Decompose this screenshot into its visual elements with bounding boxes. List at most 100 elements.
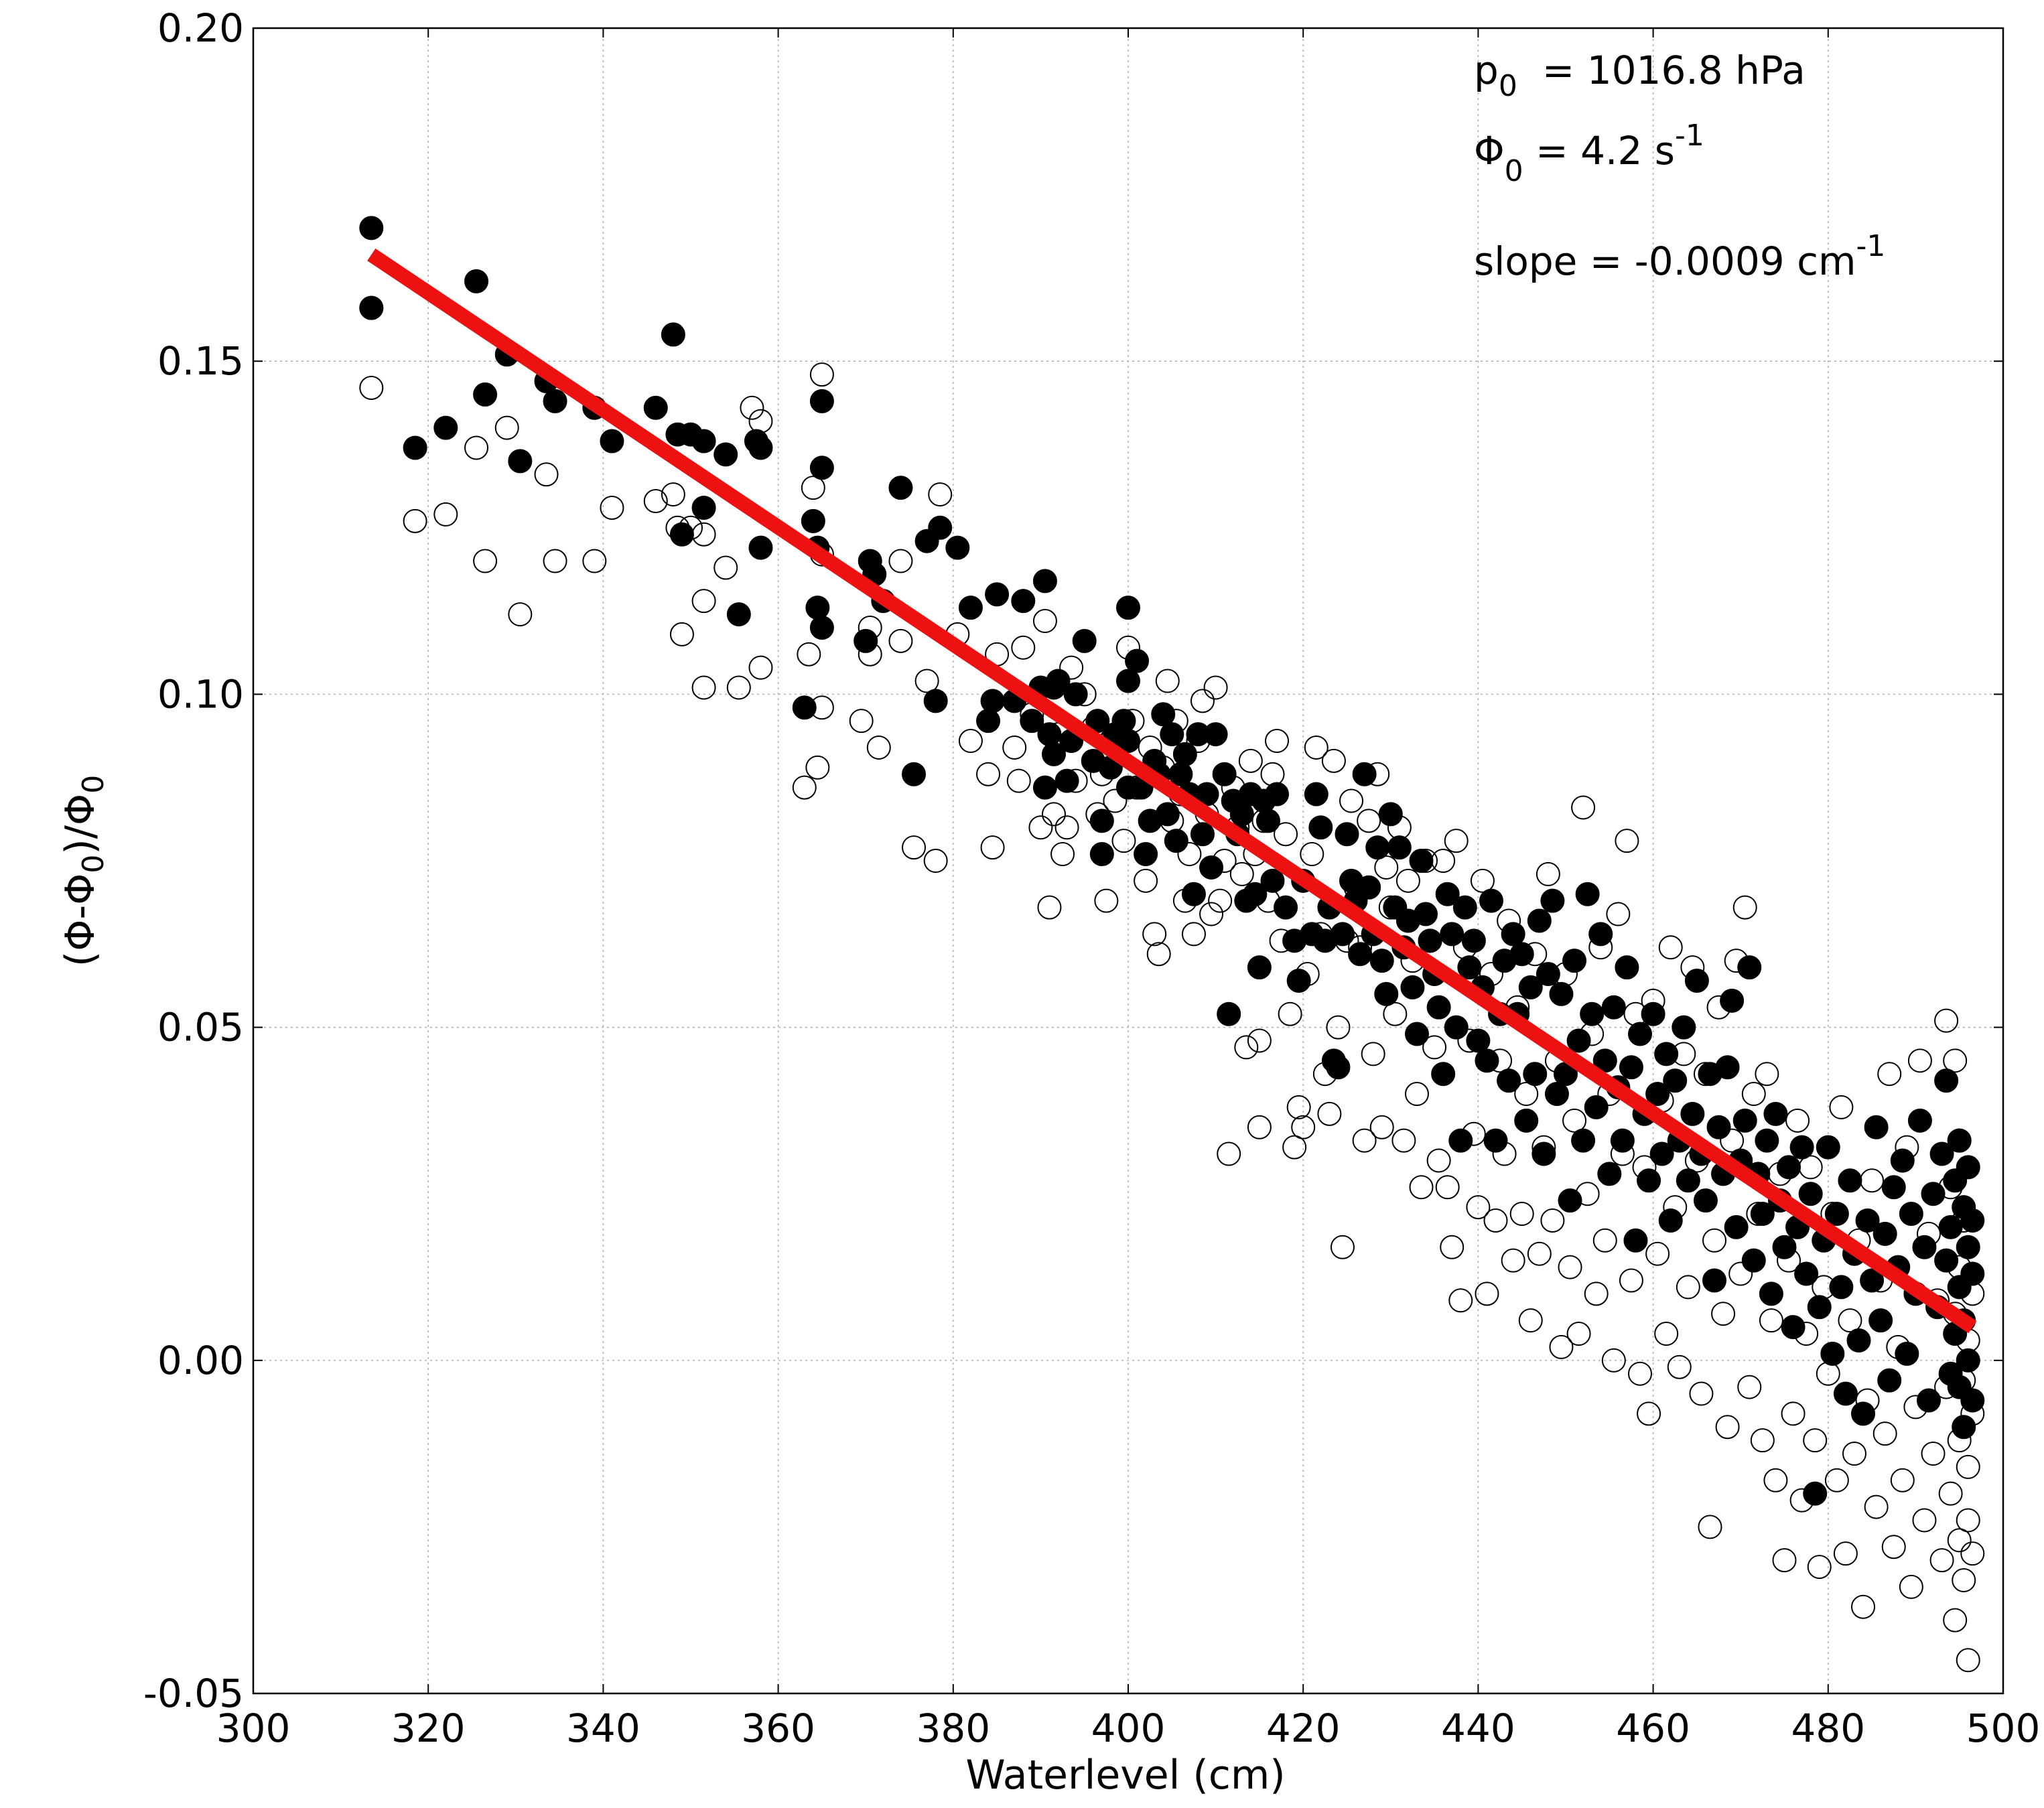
- filled-data-point: [508, 449, 533, 474]
- open-data-point: [1483, 1208, 1508, 1233]
- filled-data-point: [1514, 1108, 1539, 1133]
- open-data-point: [976, 762, 1001, 786]
- filled-data-point: [1615, 955, 1639, 980]
- open-data-point: [1002, 735, 1027, 760]
- filled-data-point: [1440, 922, 1464, 947]
- y-label-phi: Φ: [57, 920, 104, 951]
- filled-data-point: [1921, 1182, 1946, 1206]
- filled-data-point: [801, 508, 825, 533]
- open-data-point: [1741, 1082, 1766, 1107]
- open-data-point: [923, 849, 948, 873]
- open-data-point: [1592, 1228, 1617, 1253]
- open-data-point: [1203, 675, 1228, 700]
- filled-data-point: [748, 435, 773, 460]
- filled-data-point: [1912, 1235, 1937, 1259]
- filled-data-point: [1134, 842, 1158, 867]
- filled-data-point: [1654, 1042, 1679, 1066]
- open-data-point: [1448, 1288, 1473, 1313]
- filled-data-point: [403, 435, 427, 460]
- open-data-point: [1435, 1175, 1460, 1200]
- open-data-point: [1470, 868, 1495, 893]
- filled-data-point: [643, 395, 668, 420]
- filled-data-point: [1475, 1048, 1499, 1073]
- filled-data-point: [1164, 829, 1188, 853]
- open-data-point: [1877, 1062, 1902, 1087]
- filled-data-point: [902, 762, 927, 786]
- filled-data-point: [1357, 875, 1381, 900]
- filled-data-point: [1199, 855, 1224, 880]
- filled-data-point: [1706, 1115, 1731, 1139]
- filled-data-point: [1649, 1141, 1674, 1166]
- open-data-point: [1054, 815, 1079, 840]
- filled-data-point: [543, 389, 567, 413]
- open-data-point: [1475, 1281, 1499, 1306]
- filled-data-point: [1872, 1221, 1897, 1246]
- filled-data-point: [945, 535, 970, 560]
- open-data-point: [726, 675, 751, 700]
- filled-data-point: [809, 456, 834, 480]
- open-data-point: [1369, 1115, 1394, 1139]
- filled-data-point: [1247, 955, 1272, 980]
- open-data-point: [1615, 829, 1639, 853]
- filled-data-point: [1960, 1388, 1985, 1413]
- open-data-point: [1824, 1468, 1849, 1492]
- open-data-point: [1208, 888, 1233, 913]
- open-data-point: [1217, 1141, 1241, 1166]
- open-data-point: [1772, 1548, 1797, 1573]
- filled-data-point: [1414, 902, 1438, 926]
- filled-data-point: [661, 322, 685, 347]
- filled-data-point: [691, 429, 716, 454]
- open-data-point: [1558, 1255, 1582, 1279]
- annotation-phi0: Φ0 = 4.2 s-1: [1474, 119, 1704, 188]
- open-data-point: [809, 362, 834, 387]
- filled-data-point: [1444, 1015, 1469, 1040]
- open-data-point: [1728, 1261, 1753, 1286]
- open-data-point: [1907, 1048, 1932, 1073]
- filled-data-point: [1046, 669, 1071, 693]
- open-data-point: [1426, 1148, 1451, 1173]
- filled-data-point: [1777, 1155, 1801, 1180]
- open-data-point: [1601, 1348, 1626, 1373]
- filled-data-point: [1116, 729, 1140, 754]
- open-data-point: [473, 549, 498, 573]
- filled-data-point: [1934, 1068, 1959, 1093]
- open-data-point: [1851, 1594, 1876, 1619]
- filled-data-point: [1457, 955, 1482, 980]
- filled-data-point: [1203, 722, 1228, 747]
- filled-data-point: [1803, 1481, 1828, 1506]
- filled-data-point: [1418, 928, 1442, 953]
- y-label-minus: -: [57, 905, 104, 920]
- filled-data-point: [985, 582, 1010, 607]
- x-tick-label: 440: [1441, 1706, 1515, 1751]
- open-data-point: [1032, 609, 1057, 634]
- annotation-slope-sup: -1: [1856, 229, 1885, 263]
- filled-data-point: [1326, 1055, 1351, 1080]
- open-data-point: [691, 675, 716, 700]
- filled-data-point: [923, 689, 948, 713]
- open-data-point: [508, 602, 533, 627]
- filled-data-point: [1330, 922, 1355, 947]
- filled-data-point: [1824, 1202, 1849, 1227]
- filled-data-point: [1212, 762, 1237, 786]
- open-data-point: [1606, 902, 1631, 926]
- open-data-point: [1549, 1334, 1574, 1359]
- open-data-point: [1190, 689, 1215, 713]
- filled-data-point: [1956, 1235, 1980, 1259]
- filled-data-point: [1111, 709, 1136, 734]
- filled-data-point: [1479, 888, 1503, 913]
- filled-data-point: [1348, 942, 1373, 967]
- open-data-point: [1711, 1302, 1736, 1326]
- open-data-point: [1803, 1428, 1828, 1453]
- filled-data-point: [1960, 1261, 1985, 1286]
- open-data-point: [1929, 1548, 1954, 1573]
- filled-data-point: [1452, 895, 1477, 920]
- filled-data-point: [809, 615, 834, 640]
- filled-data-point: [976, 709, 1001, 734]
- open-data-point: [600, 495, 624, 520]
- open-data-point: [1352, 1128, 1377, 1153]
- filled-data-point: [1531, 1141, 1556, 1166]
- open-data-point: [1278, 1001, 1302, 1026]
- open-data-point: [543, 549, 567, 573]
- filled-data-point: [433, 415, 458, 440]
- open-data-point: [1540, 1208, 1565, 1233]
